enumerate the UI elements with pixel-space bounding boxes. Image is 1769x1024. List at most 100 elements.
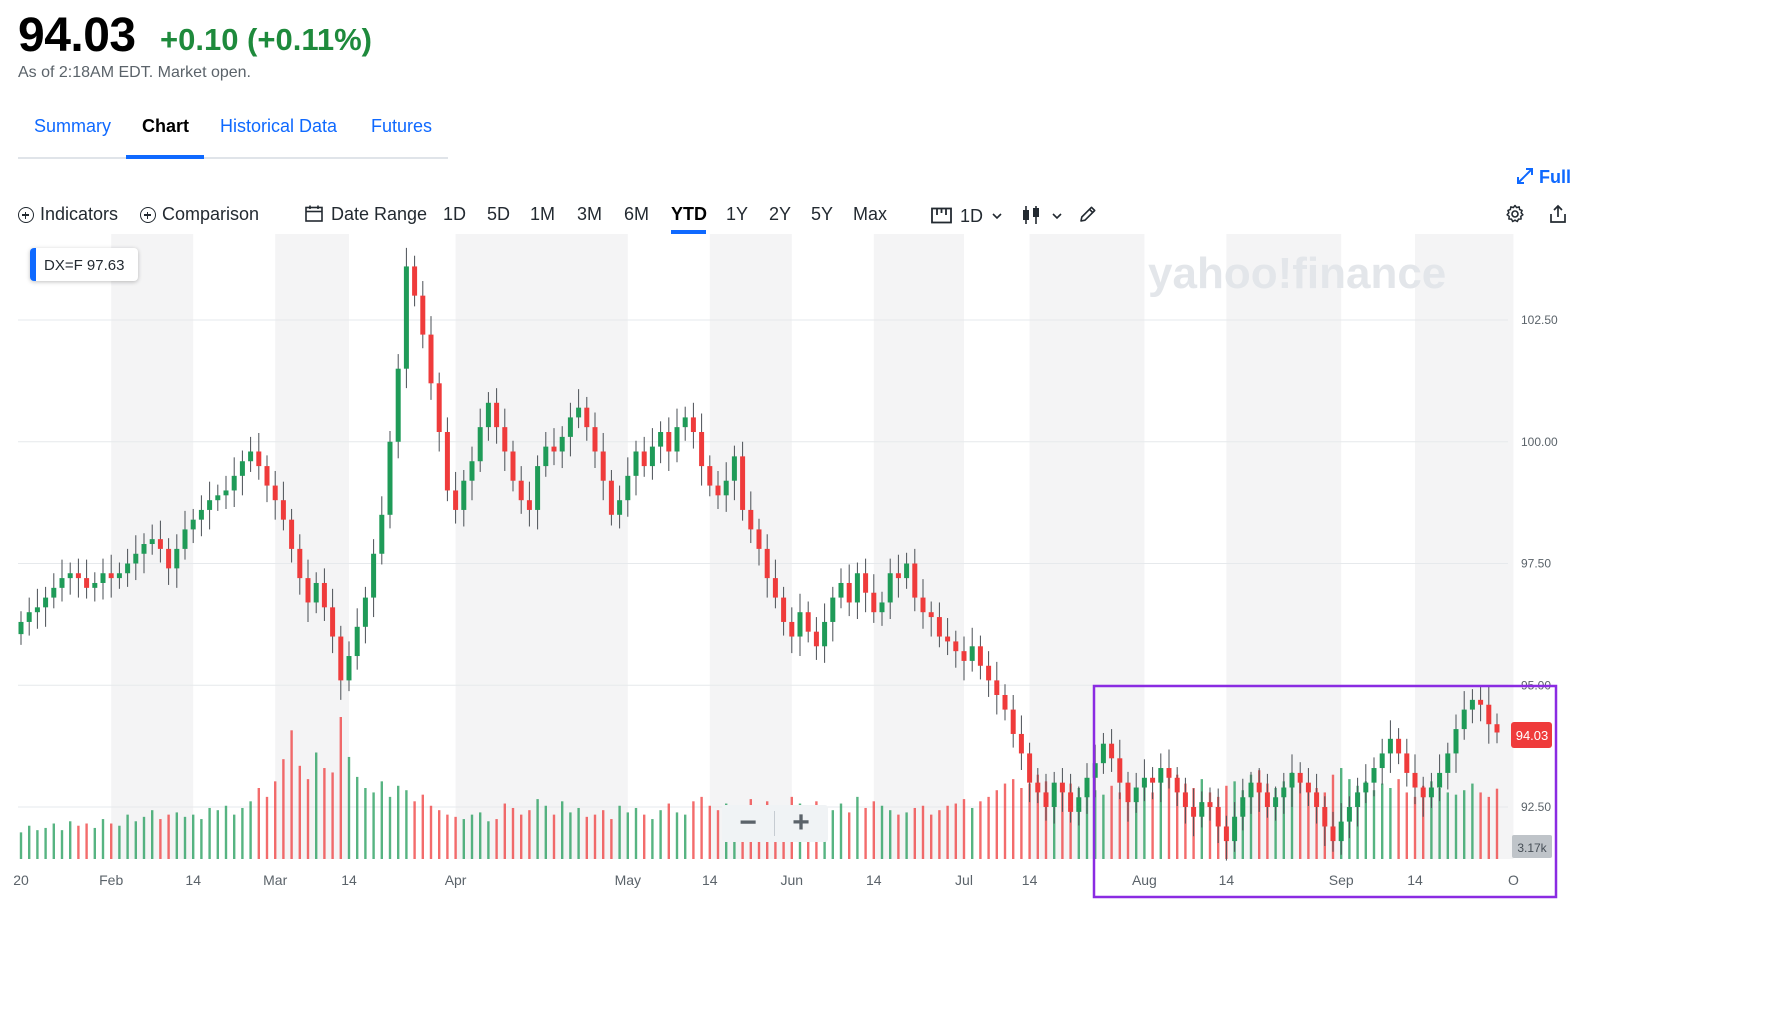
draw-button[interactable] bbox=[1078, 204, 1098, 229]
candle-body bbox=[764, 548, 770, 579]
volume-bar bbox=[1422, 785, 1425, 859]
candle-body bbox=[248, 451, 254, 462]
candle-body bbox=[1371, 768, 1377, 783]
indicators-button[interactable]: Indicators bbox=[18, 204, 118, 225]
candle-body bbox=[740, 456, 746, 510]
candle-body bbox=[1117, 758, 1123, 783]
y-tick-label: 100.00 bbox=[1521, 435, 1558, 449]
candle-body bbox=[1486, 704, 1492, 725]
range-6m[interactable]: 6M bbox=[624, 204, 650, 224]
candle-body bbox=[1076, 797, 1082, 812]
volume-bar bbox=[880, 805, 884, 859]
chart-type-select[interactable] bbox=[1021, 204, 1062, 230]
symbol-legend[interactable]: DX=F 97.63 bbox=[30, 248, 138, 281]
tab-historical-data[interactable]: Historical Data bbox=[220, 116, 338, 136]
candle-body bbox=[125, 563, 131, 574]
volume-bar bbox=[930, 814, 933, 859]
volume-bar bbox=[1413, 796, 1417, 859]
range-5d[interactable]: 5D bbox=[487, 204, 511, 224]
candle-body bbox=[1010, 709, 1016, 734]
interval-select[interactable]: 1D bbox=[931, 204, 1002, 229]
candle-body bbox=[1404, 753, 1410, 773]
candle-body bbox=[149, 539, 155, 545]
volume-bar bbox=[1381, 783, 1384, 859]
tab-chart[interactable]: Chart bbox=[142, 116, 190, 136]
x-axis-labels: 20 Feb 14 Mar 14 Apr May 14 Jun 14 Jul 14 Aug 14 Sep 14… bbox=[13, 872, 1519, 888]
volume-bar bbox=[429, 805, 433, 859]
range-max[interactable]: Max bbox=[853, 204, 888, 224]
range-1y[interactable]: 1Y bbox=[726, 204, 749, 224]
volume-bar bbox=[151, 810, 154, 859]
volume-bar bbox=[979, 801, 982, 859]
candle-body bbox=[1150, 777, 1156, 783]
x-tick-label: Sep bbox=[1329, 872, 1354, 888]
volume-bar bbox=[200, 819, 203, 859]
volume-bar bbox=[454, 816, 457, 859]
volume-bar bbox=[364, 788, 367, 859]
tab-summary[interactable]: Summary bbox=[34, 116, 112, 136]
volume-bar bbox=[224, 805, 228, 859]
candle-body bbox=[854, 573, 860, 603]
candle-body bbox=[1035, 782, 1041, 793]
volume-bar bbox=[380, 781, 383, 859]
volume-label: 3.17k bbox=[1517, 841, 1547, 855]
candle-body bbox=[567, 417, 573, 437]
x-tick-label: 14 bbox=[702, 872, 718, 888]
candle-body bbox=[895, 573, 901, 579]
active-tab-indicator bbox=[126, 155, 204, 159]
candle-body bbox=[617, 500, 623, 515]
candle-body bbox=[1322, 807, 1328, 827]
candle-body bbox=[969, 646, 975, 661]
indicators-label: Indicators bbox=[40, 204, 119, 224]
volume-bar bbox=[1454, 794, 1458, 859]
candle-body bbox=[772, 578, 778, 598]
range-1m[interactable]: 1M bbox=[530, 204, 556, 224]
candle-body bbox=[1068, 792, 1074, 812]
candle-body bbox=[133, 553, 139, 564]
volume-bar bbox=[495, 819, 498, 859]
range-ytd[interactable]: YTD bbox=[671, 204, 707, 224]
settings-button[interactable] bbox=[1505, 204, 1525, 229]
volume-bar bbox=[126, 814, 129, 859]
candle-body bbox=[1232, 816, 1238, 842]
candle-body bbox=[600, 451, 606, 481]
candle-body bbox=[297, 548, 303, 579]
range-3m[interactable]: 3M bbox=[577, 204, 603, 224]
x-tick-label: Jul bbox=[955, 872, 973, 888]
candle-body bbox=[141, 544, 147, 554]
volume-bar bbox=[1135, 788, 1138, 859]
range-5y[interactable]: 5Y bbox=[811, 204, 834, 224]
volume-bar bbox=[216, 810, 219, 859]
comparison-button[interactable]: Comparison bbox=[140, 204, 259, 225]
candle-body bbox=[379, 514, 385, 554]
candle-body bbox=[1396, 738, 1402, 754]
candle-body bbox=[1125, 782, 1131, 803]
date-range-button[interactable]: Date Range bbox=[305, 204, 427, 227]
candle-body bbox=[223, 490, 229, 496]
range-2y[interactable]: 2Y bbox=[769, 204, 792, 224]
candle-body bbox=[1158, 768, 1164, 783]
fullscreen-button[interactable]: Full bbox=[1516, 167, 1571, 190]
candle-body bbox=[1199, 802, 1205, 817]
candle-body bbox=[1387, 738, 1393, 754]
share-button[interactable] bbox=[1548, 204, 1568, 229]
candle-body bbox=[1428, 787, 1434, 798]
x-tick-label: May bbox=[615, 872, 641, 888]
volume-bar bbox=[249, 801, 252, 859]
candle-body bbox=[977, 646, 983, 666]
candle-body bbox=[945, 636, 951, 642]
volume-bar bbox=[889, 810, 892, 859]
range-1d[interactable]: 1D bbox=[443, 204, 467, 224]
zoom-in-button[interactable]: + bbox=[792, 806, 810, 839]
candle-body bbox=[166, 548, 172, 569]
price-chart[interactable]: yahoo!finance 92.5095.0097.50100.00102.5… bbox=[0, 234, 1769, 910]
tab-futures[interactable]: Futures bbox=[371, 116, 433, 136]
candle-body bbox=[1215, 807, 1221, 827]
candle-body bbox=[986, 665, 992, 681]
candle-body bbox=[354, 626, 360, 657]
volume-bar bbox=[1495, 788, 1499, 859]
zoom-out-button[interactable]: − bbox=[739, 806, 757, 839]
volume-bar bbox=[839, 803, 843, 859]
volume-bar bbox=[339, 717, 342, 859]
candle-body bbox=[1273, 797, 1279, 807]
